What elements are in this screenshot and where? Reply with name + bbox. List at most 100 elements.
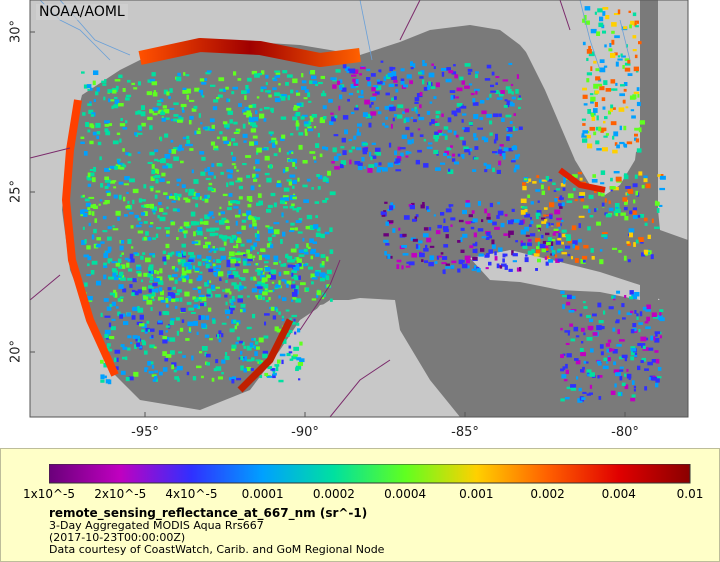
data-pixel (100, 312, 103, 317)
data-pixel (198, 296, 202, 300)
data-pixel (351, 146, 356, 150)
data-pixel (125, 94, 132, 98)
data-pixel (561, 202, 565, 207)
data-pixel (642, 345, 646, 350)
data-pixel (623, 125, 627, 131)
data-pixel (577, 171, 583, 175)
data-pixel (512, 260, 517, 263)
data-pixel (215, 286, 220, 289)
data-pixel (177, 259, 183, 263)
data-pixel (169, 107, 175, 110)
data-pixel (240, 308, 246, 313)
data-pixel (560, 368, 565, 372)
data-pixel (433, 134, 440, 140)
data-pixel (148, 264, 154, 267)
data-pixel (300, 282, 306, 286)
data-pixel (206, 244, 211, 249)
data-pixel (274, 70, 281, 73)
data-pixel (210, 84, 216, 87)
data-pixel (315, 232, 321, 238)
data-pixel (408, 261, 415, 266)
data-pixel (112, 228, 119, 231)
data-pixel (227, 110, 234, 115)
data-pixel (227, 207, 232, 211)
data-pixel (315, 143, 320, 148)
data-pixel (141, 199, 146, 202)
data-pixel (299, 266, 304, 270)
data-pixel (402, 253, 409, 256)
data-pixel (610, 390, 616, 395)
data-pixel (599, 344, 604, 349)
data-pixel (243, 254, 246, 257)
data-pixel (447, 129, 452, 133)
data-pixel (225, 309, 231, 315)
data-pixel (251, 124, 258, 128)
data-pixel (188, 192, 194, 196)
data-pixel (368, 164, 375, 169)
data-pixel (227, 270, 232, 274)
data-pixel (122, 148, 125, 152)
data-pixel (486, 232, 491, 236)
data-pixel (329, 249, 334, 254)
data-pixel (229, 181, 234, 186)
data-pixel (625, 106, 629, 109)
data-pixel (192, 296, 197, 300)
data-pixel (200, 315, 205, 320)
data-pixel (581, 118, 586, 121)
data-pixel (659, 309, 664, 313)
data-pixel (145, 257, 151, 263)
data-pixel (216, 259, 222, 264)
data-pixel (205, 241, 211, 245)
data-pixel (520, 198, 527, 204)
data-pixel (423, 138, 426, 142)
data-pixel (280, 96, 286, 101)
data-pixel (151, 72, 156, 77)
data-pixel (152, 379, 157, 382)
data-pixel (268, 241, 272, 246)
data-pixel (155, 233, 159, 239)
data-pixel (137, 217, 141, 221)
data-pixel (193, 304, 199, 309)
data-pixel (215, 366, 222, 371)
data-pixel (387, 220, 394, 224)
data-pixel (429, 101, 433, 104)
data-pixel (617, 9, 621, 15)
data-pixel (396, 259, 402, 263)
data-pixel (442, 269, 445, 274)
colorbar-tick-label: 1x10^-5 (22, 487, 76, 501)
data-pixel (338, 79, 343, 84)
data-pixel (581, 397, 586, 400)
lat-label-30: 30° (8, 19, 24, 44)
data-pixel (145, 327, 150, 332)
data-pixel (118, 265, 123, 269)
data-pixel (334, 115, 338, 119)
data-pixel (557, 258, 564, 262)
data-pixel (412, 238, 418, 242)
data-pixel (450, 265, 455, 269)
data-pixel (97, 141, 102, 146)
data-pixel (589, 384, 593, 389)
data-pixel (354, 107, 359, 111)
data-pixel (376, 85, 382, 90)
data-pixel (268, 297, 271, 301)
data-pixel (403, 118, 407, 124)
data-pixel (246, 367, 252, 372)
data-pixel (555, 258, 560, 263)
data-pixel (240, 355, 244, 361)
data-pixel (584, 20, 590, 25)
data-pixel (135, 266, 142, 270)
data-pixel (258, 200, 263, 206)
data-pixel (211, 163, 215, 168)
data-pixel (82, 226, 85, 230)
data-pixel (524, 178, 528, 181)
data-pixel (212, 259, 216, 263)
data-pixel (145, 231, 149, 236)
data-pixel (274, 326, 279, 332)
data-pixel (509, 121, 513, 124)
data-pixel (233, 121, 238, 125)
data-pixel (298, 263, 302, 267)
data-pixel (200, 298, 203, 302)
data-pixel (144, 329, 148, 334)
data-pixel (506, 136, 510, 142)
data-pixel (593, 83, 599, 89)
